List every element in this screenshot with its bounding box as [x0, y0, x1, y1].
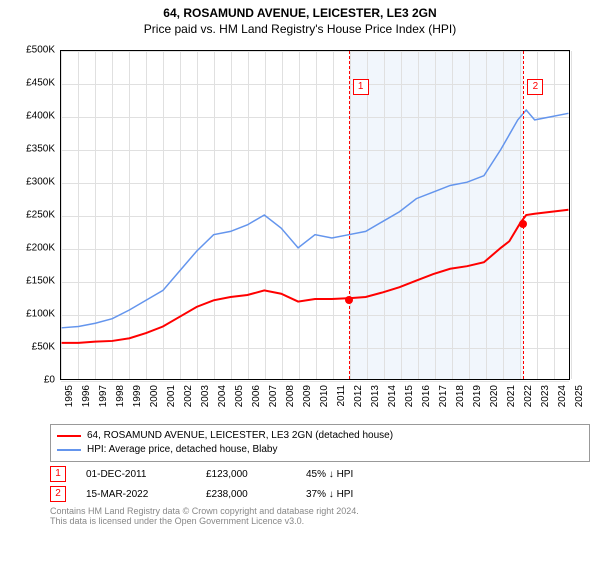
x-axis-label: 2024	[557, 385, 568, 407]
series-property	[62, 210, 569, 343]
sale-price: £123,000	[206, 469, 286, 480]
marker-box: 1	[353, 79, 369, 95]
y-axis-label: £100K	[10, 309, 55, 320]
x-axis-label: 2013	[370, 385, 381, 407]
x-axis-label: 2012	[353, 385, 364, 407]
chart-subtitle: Price paid vs. HM Land Registry's House …	[0, 22, 600, 36]
x-axis-label: 2010	[319, 385, 330, 407]
x-axis-label: 2018	[455, 385, 466, 407]
x-axis-label: 2014	[387, 385, 398, 407]
x-axis-label: 2015	[404, 385, 415, 407]
sale-date: 15-MAR-2022	[86, 489, 186, 500]
sale-delta: 45% ↓ HPI	[306, 469, 406, 480]
sale-delta: 37% ↓ HPI	[306, 489, 406, 500]
x-axis-label: 2025	[574, 385, 585, 407]
x-axis-label: 2023	[540, 385, 551, 407]
y-axis-label: £400K	[10, 111, 55, 122]
sale-row: 2 15-MAR-2022 £238,000 37% ↓ HPI	[50, 486, 590, 502]
chart-title: 64, ROSAMUND AVENUE, LEICESTER, LE3 2GN	[0, 6, 600, 20]
legend-swatch	[57, 449, 81, 451]
x-axis-label: 2019	[472, 385, 483, 407]
x-axis-label: 1998	[115, 385, 126, 407]
x-axis-label: 1997	[98, 385, 109, 407]
legend-item: 64, ROSAMUND AVENUE, LEICESTER, LE3 2GN …	[57, 429, 583, 443]
y-axis-label: £250K	[10, 210, 55, 221]
y-axis-label: £150K	[10, 276, 55, 287]
x-axis-label: 2004	[217, 385, 228, 407]
legend-item: HPI: Average price, detached house, Blab…	[57, 443, 583, 457]
x-axis-label: 2008	[285, 385, 296, 407]
gridline-vertical	[571, 51, 572, 379]
sales-table: 1 01-DEC-2011 £123,000 45% ↓ HPI 2 15-MAR-202…	[50, 466, 590, 502]
x-axis-label: 2009	[302, 385, 313, 407]
y-axis-label: £300K	[10, 177, 55, 188]
sale-price: £238,000	[206, 489, 286, 500]
x-axis-label: 2006	[251, 385, 262, 407]
sale-date: 01-DEC-2011	[86, 469, 186, 480]
sale-box: 1	[50, 466, 66, 482]
footer-line-2: This data is licensed under the Open Gov…	[50, 516, 590, 526]
x-axis-label: 2016	[421, 385, 432, 407]
y-axis-label: £200K	[10, 243, 55, 254]
sale-dot	[519, 220, 527, 228]
legend-label: HPI: Average price, detached house, Blab…	[87, 443, 278, 457]
y-axis-label: £50K	[10, 342, 55, 353]
x-axis-label: 1996	[81, 385, 92, 407]
marker-line	[523, 51, 524, 379]
gridline-horizontal	[61, 381, 569, 382]
chart-container: 12 £0£50K£100K£150K£200K£250K£300K£350K£…	[10, 40, 580, 420]
legend-label: 64, ROSAMUND AVENUE, LEICESTER, LE3 2GN …	[87, 429, 393, 443]
y-axis-label: £450K	[10, 78, 55, 89]
x-axis-label: 2003	[200, 385, 211, 407]
sale-row: 1 01-DEC-2011 £123,000 45% ↓ HPI	[50, 466, 590, 482]
x-axis-label: 2001	[166, 385, 177, 407]
x-axis-label: 2017	[438, 385, 449, 407]
sale-box: 2	[50, 486, 66, 502]
y-axis-label: £350K	[10, 144, 55, 155]
x-axis-label: 2020	[489, 385, 500, 407]
legend-swatch	[57, 435, 81, 437]
y-axis-label: £0	[10, 375, 55, 386]
x-axis-label: 2022	[523, 385, 534, 407]
x-axis-label: 2005	[234, 385, 245, 407]
x-axis-label: 2011	[336, 385, 347, 407]
y-axis-label: £500K	[10, 45, 55, 56]
series-hpi	[62, 110, 569, 328]
x-axis-label: 1995	[64, 385, 75, 407]
x-axis-label: 2007	[268, 385, 279, 407]
legend: 64, ROSAMUND AVENUE, LEICESTER, LE3 2GN …	[50, 424, 590, 462]
footer-attribution: Contains HM Land Registry data © Crown c…	[50, 506, 590, 526]
x-axis-label: 2000	[149, 385, 160, 407]
plot-area: 12	[60, 50, 570, 380]
sale-dot	[345, 296, 353, 304]
footer-line-1: Contains HM Land Registry data © Crown c…	[50, 506, 590, 516]
line-series-svg	[61, 51, 569, 379]
x-axis-label: 2002	[183, 385, 194, 407]
x-axis-label: 1999	[132, 385, 143, 407]
marker-line	[349, 51, 350, 379]
x-axis-label: 2021	[506, 385, 517, 407]
marker-box: 2	[527, 79, 543, 95]
